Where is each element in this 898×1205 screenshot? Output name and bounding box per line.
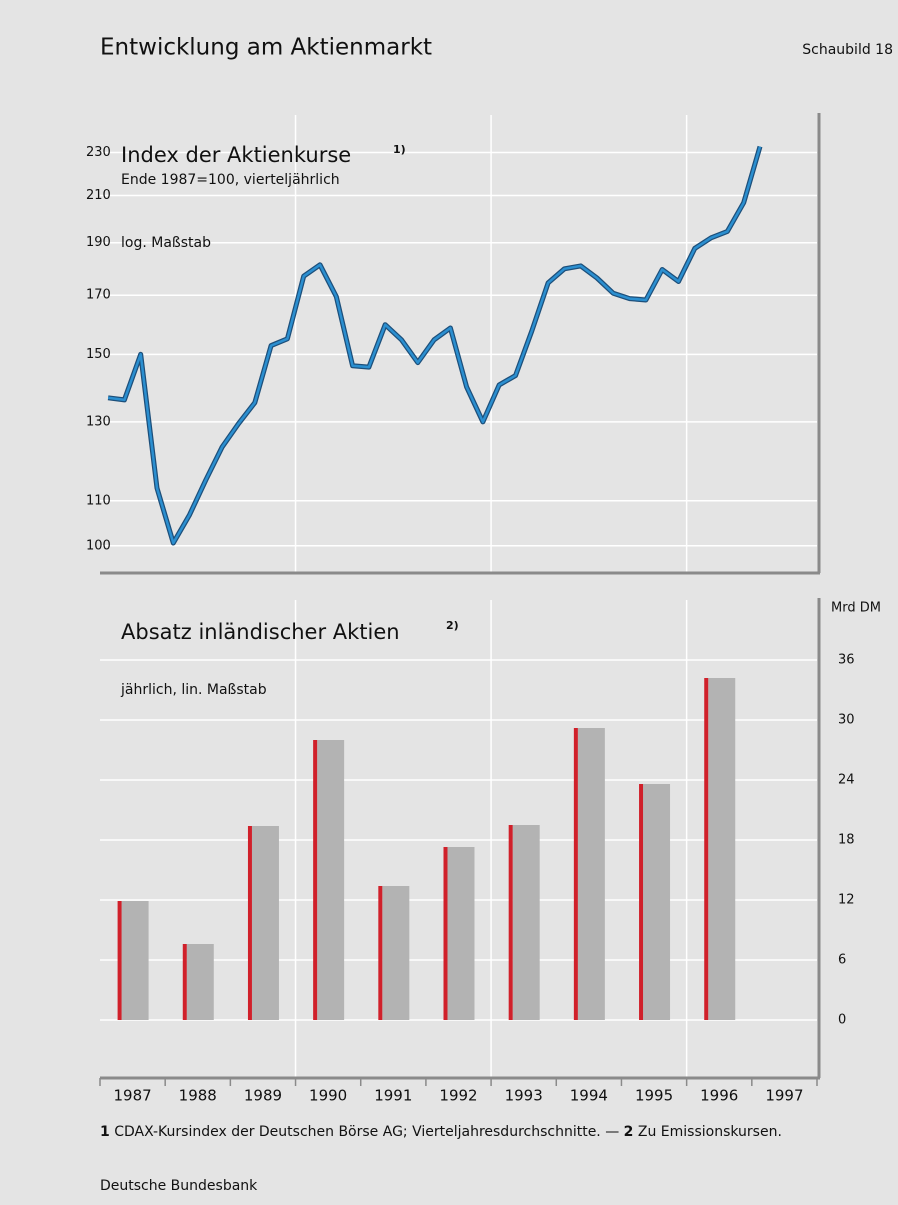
bar [577,728,605,1020]
bar [121,901,149,1020]
bar [382,886,410,1020]
bar-accent [182,944,187,1020]
y-tick-label: 170 [86,288,111,303]
x-tick-label: 1987 [113,1087,151,1105]
y-tick-label: 150 [86,347,111,362]
footnote: Zu Emissionskursen. [637,1124,782,1140]
page-title: Entwicklung am Aktienmarkt [100,35,432,61]
source: Deutsche Bundesbank [100,1178,258,1194]
line-outline [107,145,763,546]
y-tick-label: 100 [86,538,111,553]
chart: Entwicklung am Aktienmarkt Schaubild 18 … [86,35,893,1105]
x-tick-label: 1995 [635,1087,673,1105]
footnotes: 1 CDAX-Kursindex der Deutschen Börse AG;… [100,1125,820,1140]
bar-accent [313,740,318,1020]
x-tick-label: 1993 [505,1087,543,1105]
bar [251,826,279,1020]
bar-accent [117,901,122,1020]
bar-accent [704,678,709,1020]
title-note: 1) [393,143,406,156]
line [107,146,762,545]
y-tick-label: 110 [86,493,111,508]
subtitle: Ende 1987=100, vierteljährlich [121,172,340,188]
y-tick-label: 190 [86,235,111,250]
panel-title: Absatz inländischer Aktien [121,620,400,644]
footnote-marker: 1 [100,1124,110,1140]
y-tick-label: 36 [838,653,855,668]
figure-label: Schaubild 18 [802,42,893,58]
y-tick-label: 18 [838,833,855,848]
y-tick-label: 6 [838,953,846,968]
bar-accent [443,847,448,1020]
x-tick-label: 1990 [309,1087,347,1105]
y-tick-label: 0 [838,1013,846,1028]
bar [447,847,475,1020]
bar [186,944,214,1020]
bar-accent [247,826,252,1020]
bar-accent [639,784,644,1020]
subtitle: jährlich, lin. Maßstab [120,682,267,698]
y-tick-label: 130 [86,414,111,429]
x-tick-label: 1992 [439,1087,477,1105]
x-tick-label: 1991 [374,1087,412,1105]
bar-accent [508,825,513,1020]
bar-accent [573,728,578,1020]
bar [512,825,540,1020]
footnote-marker: 2 [623,1124,634,1140]
x-tick-label: 1988 [179,1087,217,1105]
title-note: 2) [446,619,459,632]
x-tick-label: 1997 [765,1087,803,1105]
panel-title: Index der Aktienkurse [121,143,351,167]
y-tick-label: 30 [838,713,855,728]
y-tick-label: 12 [838,893,855,908]
y-tick-label: 230 [86,145,111,160]
footnote: CDAX-Kursindex der Deutschen Börse AG; V… [114,1124,620,1140]
bar [708,678,736,1020]
bar [317,740,345,1020]
annotation: log. Maßstab [121,235,211,251]
y-tick-label: 24 [838,773,855,788]
y-tick-label: 210 [86,188,111,203]
bar-accent [378,886,383,1020]
x-tick-label: 1996 [700,1087,738,1105]
x-tick-label: 1989 [244,1087,282,1105]
x-tick-label: 1994 [570,1087,608,1105]
bar [643,784,671,1020]
unit-label: Mrd DM [831,601,881,616]
